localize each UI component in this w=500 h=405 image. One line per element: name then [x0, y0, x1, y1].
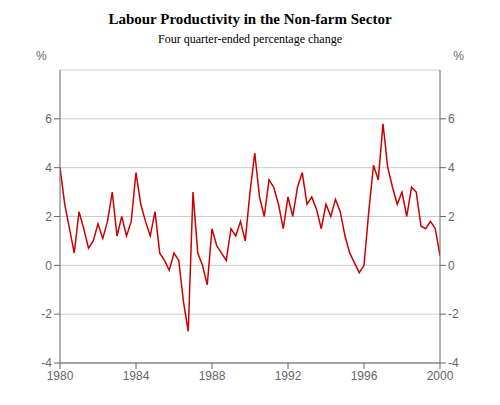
svg-text:2000: 2000 — [427, 369, 454, 383]
svg-text:4: 4 — [448, 161, 455, 175]
svg-text:1980: 1980 — [47, 369, 74, 383]
svg-text:6: 6 — [45, 112, 52, 126]
svg-text:2: 2 — [45, 210, 52, 224]
svg-text:2: 2 — [448, 210, 455, 224]
svg-text:-4: -4 — [41, 356, 52, 370]
svg-text:1984: 1984 — [123, 369, 150, 383]
svg-text:1996: 1996 — [351, 369, 378, 383]
svg-text:4: 4 — [45, 161, 52, 175]
svg-text:0: 0 — [448, 259, 455, 273]
svg-text:1988: 1988 — [199, 369, 226, 383]
html-text:Four quarter-ended percentage: Four quarter-ended percentage change — [158, 32, 342, 46]
svg-text:-2: -2 — [41, 307, 52, 321]
svg-text:-2: -2 — [448, 307, 459, 321]
svg-text:0: 0 — [45, 259, 52, 273]
svg-text:1992: 1992 — [275, 369, 302, 383]
svg-text:6: 6 — [448, 112, 455, 126]
svg-text:-4: -4 — [448, 356, 459, 370]
html-text:Labour Productivity in the Non: Labour Productivity in the Non-farm Sect… — [108, 11, 392, 27]
